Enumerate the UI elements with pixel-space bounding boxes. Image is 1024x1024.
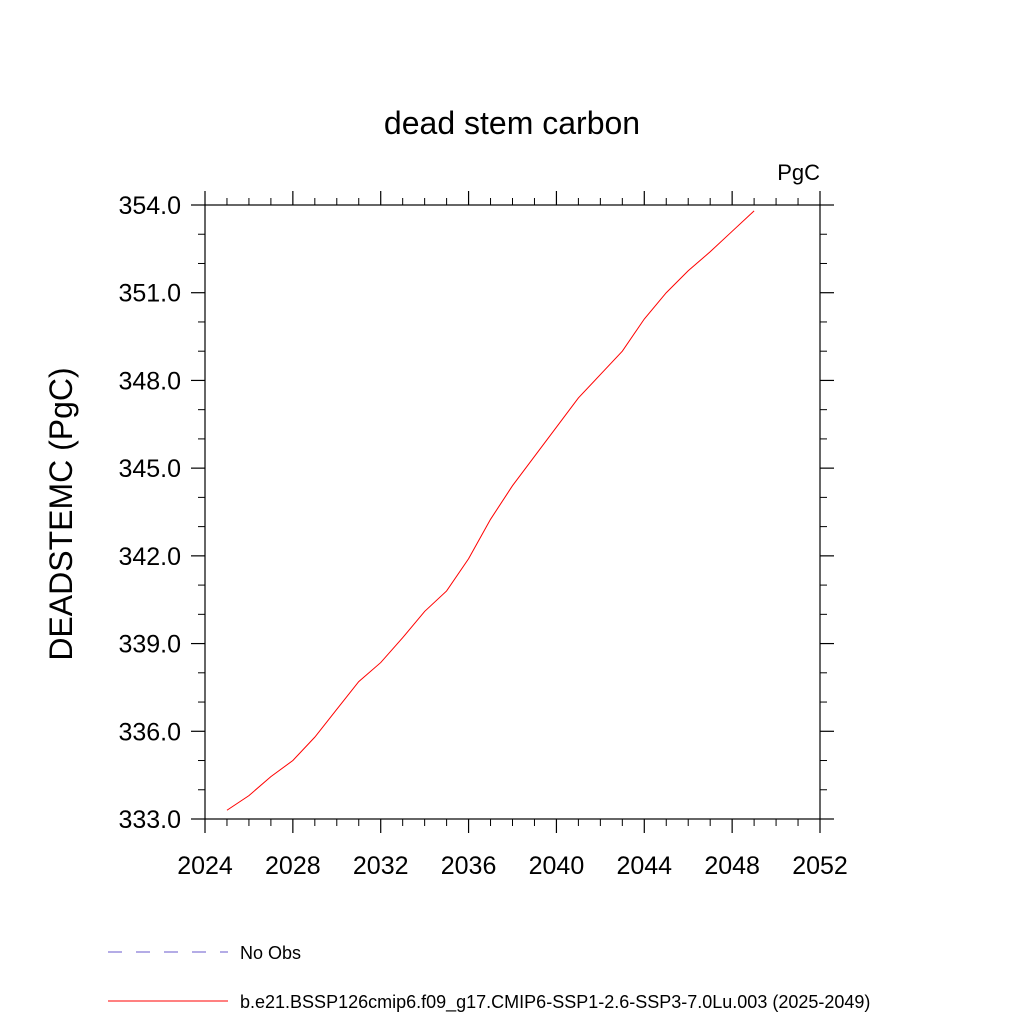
x-tick-label: 2044 [616, 852, 672, 880]
series-line [226, 210, 755, 811]
x-tick-label: 2024 [177, 852, 233, 880]
plot-frame [204, 204, 821, 820]
y-tick-label: 348.0 [118, 367, 181, 395]
x-tick-labels: 2024 2028 2032 2036 2040 2044 2048 2052 [177, 852, 848, 880]
y-tick-label: 333.0 [118, 806, 181, 834]
x-tick-label: 2036 [441, 852, 497, 880]
legend-label-series: b.e21.BSSP126cmip6.f09_g17.CMIP6-SSP1-2.… [240, 992, 870, 1013]
axis-ticks [191, 191, 834, 833]
x-tick-label: 2052 [792, 852, 848, 880]
y-axis-label: DEADSTEMC (PgC) [43, 367, 79, 660]
x-tick-label: 2032 [353, 852, 409, 880]
y-tick-label: 342.0 [118, 543, 181, 571]
chart-title: dead stem carbon [384, 105, 640, 141]
y-tick-label: 354.0 [118, 192, 181, 220]
x-tick-label: 2040 [529, 852, 585, 880]
y-tick-label: 351.0 [118, 280, 181, 308]
legend-label-no-obs: No Obs [240, 943, 301, 963]
x-tick-label: 2028 [265, 852, 321, 880]
y-tick-label: 345.0 [118, 455, 181, 483]
y-tick-label: 336.0 [118, 718, 181, 746]
y-tick-label: 339.0 [118, 631, 181, 659]
x-tick-label: 2048 [704, 852, 760, 880]
series-layer [226, 210, 755, 811]
legend: No Obs b.e21.BSSP126cmip6.f09_g17.CMIP6-… [108, 943, 870, 1013]
units-label: PgC [777, 160, 820, 185]
y-tick-labels: 333.0 336.0 339.0 342.0 345.0 348.0 351.0 354.0 [118, 192, 181, 834]
